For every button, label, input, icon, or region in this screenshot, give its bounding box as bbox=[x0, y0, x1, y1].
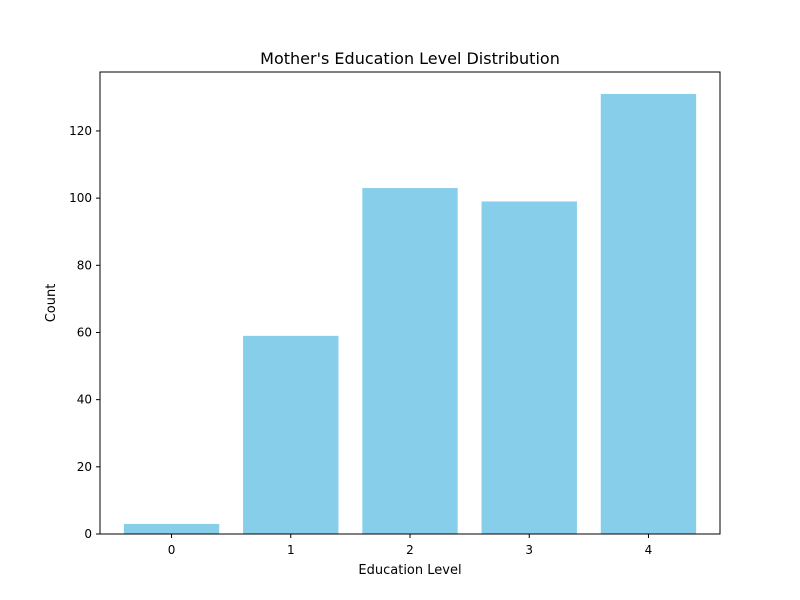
x-tick-label: 1 bbox=[287, 543, 295, 557]
y-tick-label: 40 bbox=[77, 393, 92, 407]
chart-title: Mother's Education Level Distribution bbox=[260, 49, 560, 68]
x-tick-label: 2 bbox=[406, 543, 414, 557]
bar-1 bbox=[243, 335, 339, 534]
y-tick-label: 0 bbox=[84, 527, 92, 541]
y-tick-label: 80 bbox=[77, 258, 92, 272]
y-tick-label: 20 bbox=[77, 460, 92, 474]
y-tick-label: 100 bbox=[69, 191, 92, 205]
x-tick-label: 0 bbox=[168, 543, 176, 557]
bar-0 bbox=[123, 523, 220, 534]
plot-frame bbox=[99, 71, 721, 535]
x-tick-label: 3 bbox=[525, 543, 533, 557]
x-axis: 0 1 2 3 4 bbox=[168, 534, 653, 557]
bar-3 bbox=[481, 201, 577, 535]
y-axis-label: Count bbox=[44, 284, 59, 323]
bar-4 bbox=[600, 94, 697, 534]
bar-2 bbox=[362, 188, 458, 534]
x-tick-label: 4 bbox=[645, 543, 653, 557]
bars-group bbox=[123, 94, 697, 535]
y-axis: 0 20 40 60 80 100 120 bbox=[69, 124, 100, 541]
x-axis-label: Education Level bbox=[358, 563, 461, 578]
y-tick-label: 120 bbox=[69, 124, 92, 138]
y-tick-label: 60 bbox=[77, 325, 92, 339]
